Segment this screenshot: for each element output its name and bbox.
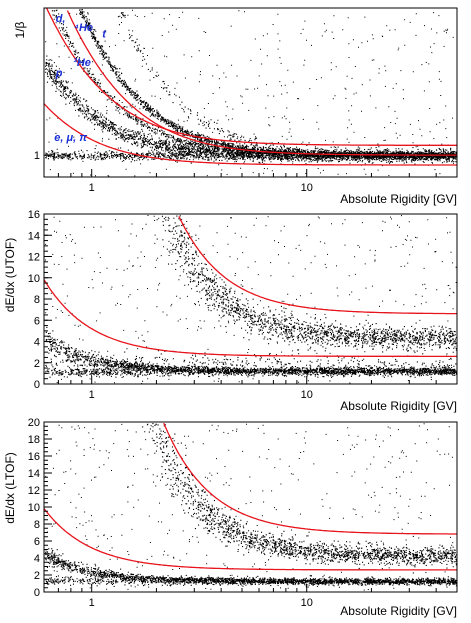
panel-3-ticks: 1 10 0 2 4 6 8 10 12 14 16 18 20 [28,417,458,609]
y-tick-label: 0 [34,587,40,599]
y-tick-label: 16 [28,209,40,221]
scatter-points [45,215,458,384]
y-tick-label: 2 [34,570,40,582]
panel-3-frame [43,421,458,593]
species-label: d, [56,13,66,25]
y-tick-label: 14 [28,468,40,480]
y-tick-label: 10 [28,502,40,514]
panel-1-species-labels: d, ⁴He t ³He p e, μ, π [54,13,107,144]
selection-cut-2 [43,279,457,358]
panel-3: 1 10 0 2 4 6 8 10 12 14 16 18 20 dE/dx (LTOF) Absolu… [3,417,458,618]
x-tick-label: 10 [301,597,313,609]
panel-1: 1 10 1 d, ⁴He t ³He p e, μ, π 1/β Absolute Rigi… [13,7,458,206]
y-tick-label: 16 [28,451,40,463]
panel-3-xlabel: Absolute Rigidity [GV] [340,604,457,618]
species-label: t [102,28,107,40]
panel-1-xlabel: Absolute Rigidity [GV] [340,192,457,206]
species-label: e, μ, π [54,132,87,144]
scatter-points [45,9,457,177]
panel-2-points [45,215,458,384]
y-tick-label: 0 [34,379,40,391]
x-tick-label: 1 [89,597,95,609]
y-tick-label: 12 [28,485,40,497]
panel-2-frame [43,213,458,385]
y-tick-label: 8 [34,519,40,531]
x-tick-label: 1 [89,389,95,401]
y-tick-label: 1 [34,150,40,162]
selection-cut-2 [43,508,457,571]
x-tick-label: 1 [89,182,95,194]
panel-1-ylabel: 1/β [13,21,27,38]
panel-3-points [45,423,457,591]
selection-cut-2 [46,8,457,146]
panel-2: 1 10 0 2 4 6 8 10 12 14 16 dE/dx (UTOF) Absolute R… [3,209,458,413]
panel-2-ylabel: dE/dx (UTOF) [3,238,17,312]
y-tick-label: 8 [34,294,40,306]
species-label: ³He [73,57,91,69]
selection-cut-1 [66,10,457,156]
panel-2-xlabel: Absolute Rigidity [GV] [340,399,457,413]
y-tick-label: 4 [34,553,40,565]
panel-3-ylabel: dE/dx (LTOF) [3,452,17,524]
y-tick-label: 10 [28,273,40,285]
panel-1-ticks: 1 10 1 [34,150,458,194]
panel-1-cuts [43,8,457,166]
species-label: ⁴He [74,22,93,34]
panel-2-ticks: 1 10 0 2 4 6 8 10 12 14 16 [28,209,458,401]
y-tick-label: 6 [34,536,40,548]
scatter-points [45,423,457,591]
y-tick-label: 12 [28,252,40,264]
selection-cut-1 [178,216,457,315]
x-tick-label: 10 [301,182,313,194]
panel-3-cuts [43,422,457,571]
y-tick-label: 2 [34,358,40,370]
panel-2-cuts [43,216,457,358]
selection-cut-3 [43,103,457,166]
y-tick-label: 20 [28,417,40,429]
y-tick-label: 4 [34,337,40,349]
panel-1-points [45,9,457,177]
x-tick-label: 10 [301,389,313,401]
selection-cut-1 [163,422,457,535]
y-tick-label: 6 [34,315,40,327]
y-tick-label: 18 [28,434,40,446]
y-tick-label: 14 [28,230,40,242]
panel-1-frame [43,7,458,178]
species-label: p [55,68,63,80]
